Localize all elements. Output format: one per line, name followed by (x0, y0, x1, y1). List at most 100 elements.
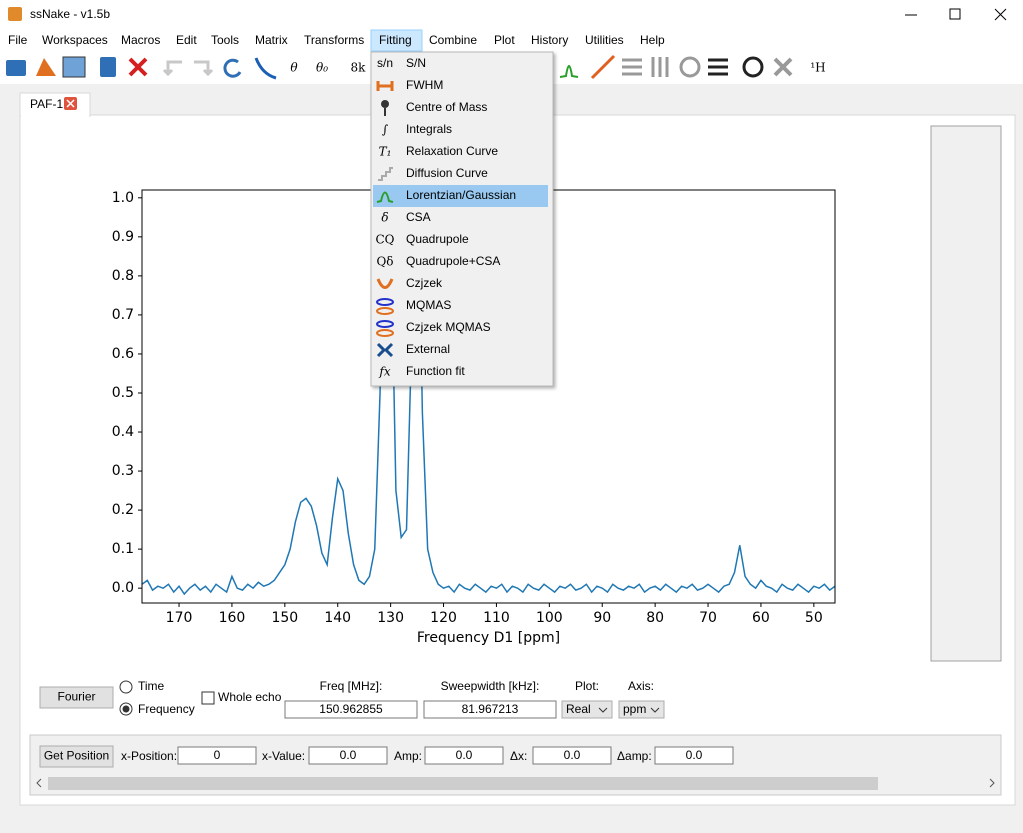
text-input[interactable] (424, 746, 504, 765)
toolbar-icon[interactable] (128, 57, 148, 77)
dropdown-item[interactable]: Quadrupole+CSA (406, 254, 500, 268)
text-input-value[interactable]: 0.0 (564, 748, 581, 762)
toolbar-icon[interactable] (194, 60, 214, 77)
text-input-value[interactable]: 150.962855 (319, 702, 383, 716)
toolbar-icon[interactable] (100, 57, 116, 77)
text-input[interactable] (284, 700, 418, 719)
x-tick-label: 60 (752, 610, 770, 626)
toolbar-icon[interactable] (162, 60, 182, 77)
select-value[interactable]: ppm (623, 702, 646, 716)
toolbar-text-icon[interactable]: ¹H (810, 61, 825, 75)
text-input-value[interactable]: 0.0 (456, 748, 473, 762)
toolbar-icon[interactable] (622, 58, 642, 76)
toolbar-icon[interactable] (254, 57, 277, 80)
menu-item[interactable]: Tools (211, 33, 239, 47)
text-input[interactable] (423, 700, 557, 719)
x-tick-label: 130 (377, 610, 404, 626)
text-input-value[interactable]: 0.0 (686, 748, 703, 762)
text-input[interactable] (308, 746, 388, 765)
toolbar-icon[interactable] (773, 57, 793, 77)
toolbar-icon[interactable] (590, 54, 616, 80)
checkbox[interactable] (201, 691, 215, 705)
tab-join (21, 114, 89, 117)
menu-item[interactable]: Transforms (304, 33, 364, 47)
select[interactable] (561, 700, 613, 719)
x-tick-label: 160 (219, 610, 246, 626)
fourier-button-label[interactable]: Fourier (57, 690, 95, 704)
toolbar: θ θ₀ 8k ¹H (6, 54, 826, 80)
field-label: Plot: (575, 679, 599, 693)
dropdown-item[interactable]: S/N (406, 56, 426, 70)
toolbar-icon[interactable] (36, 58, 56, 76)
toolbar-icon[interactable] (742, 56, 764, 78)
x-tick-label: 110 (483, 610, 510, 626)
toolbar-icon[interactable] (708, 58, 728, 76)
dropdown-item: Relaxation Curve (406, 144, 498, 158)
radio-time[interactable] (119, 680, 133, 694)
text-input-value[interactable]: 81.967213 (462, 702, 519, 716)
position-label: Δamp: (617, 749, 652, 763)
field-label: Axis: (628, 679, 654, 693)
position-label: Δx: (510, 749, 527, 763)
menu-item[interactable]: Combine (429, 33, 477, 47)
menu-item[interactable]: Matrix (255, 33, 288, 47)
get-position-button-label[interactable]: Get Position (44, 749, 109, 763)
checkbox-label[interactable]: Whole echo (218, 690, 282, 704)
toolbar-icon[interactable] (62, 56, 86, 78)
tab-label[interactable]: PAF-1 (30, 97, 63, 111)
get-position-button[interactable] (39, 745, 114, 768)
menu-item[interactable]: Edit (176, 33, 197, 47)
menu-item[interactable]: File (8, 33, 28, 47)
text-input[interactable] (177, 746, 257, 765)
dropdown-item[interactable]: Lorentzian/Gaussian (406, 188, 516, 202)
radio-label[interactable]: Frequency (138, 702, 195, 716)
tab-close-x (66, 99, 75, 108)
menu-bar: File Workspaces Macros Edit Tools Matrix Trans… (8, 29, 665, 52)
select[interactable] (618, 700, 665, 719)
y-tick-label: 0.6 (112, 346, 134, 362)
toolbar-icon[interactable] (559, 65, 579, 78)
menu-item[interactable]: Workspaces (42, 33, 108, 47)
x-tick-label: 150 (271, 610, 298, 626)
scroll-left[interactable] (36, 778, 42, 788)
menu-item[interactable]: Utilities (585, 33, 624, 47)
dropdown-item[interactable]: Quadrupole (406, 232, 469, 246)
dropdown-item[interactable]: CSA (406, 210, 431, 224)
toolbar-text-icon[interactable]: θ (290, 61, 298, 75)
text-input[interactable] (532, 746, 612, 765)
dropdown-item[interactable]: FWHM (406, 78, 443, 92)
toolbar-icon[interactable] (223, 58, 242, 78)
text-input-value[interactable]: 0 (214, 748, 221, 762)
window-title: ssNake - v1.5b (30, 7, 110, 21)
toolbar-icon[interactable] (679, 56, 701, 78)
text-input[interactable] (654, 746, 734, 765)
menu-item[interactable]: Macros (121, 33, 160, 47)
dropdown-item[interactable]: Centre of Mass (406, 100, 487, 114)
toolbar-icon[interactable] (6, 60, 26, 76)
toolbar-text-icon[interactable]: θ₀ (316, 61, 328, 75)
y-tick-label: 0.1 (112, 541, 134, 557)
menu-item[interactable]: Plot (494, 33, 515, 47)
fourier-button[interactable] (39, 686, 114, 709)
maximize-button[interactable] (949, 8, 961, 20)
dropdown-item[interactable]: Czjzek MQMAS (406, 320, 491, 334)
dropdown-item[interactable]: External (406, 342, 450, 356)
scroll-right[interactable] (989, 778, 995, 788)
toolbar-icon[interactable] (651, 57, 669, 77)
dropdown-item[interactable]: Czjzek (406, 276, 443, 290)
menu-item[interactable]: Help (640, 33, 665, 47)
menu-item[interactable]: History (531, 33, 568, 47)
toolbar-text-icon[interactable]: 8k (351, 61, 367, 75)
x-tick-label: 170 (166, 610, 193, 626)
scrollbar-thumb[interactable] (48, 777, 878, 790)
dropdown-item[interactable]: Integrals (406, 122, 452, 136)
menu-item[interactable]: Fitting (379, 33, 412, 47)
dropdown-item[interactable]: Function fit (406, 364, 465, 378)
select-value[interactable]: Real (566, 702, 591, 716)
close-button[interactable] (994, 8, 1007, 21)
field-label: Freq [MHz]: (320, 679, 383, 693)
radio-label[interactable]: Time (138, 679, 165, 693)
dropdown-item[interactable]: MQMAS (406, 298, 451, 312)
dropdown-icon-text: CQ (375, 233, 394, 247)
text-input-value[interactable]: 0.0 (340, 748, 357, 762)
